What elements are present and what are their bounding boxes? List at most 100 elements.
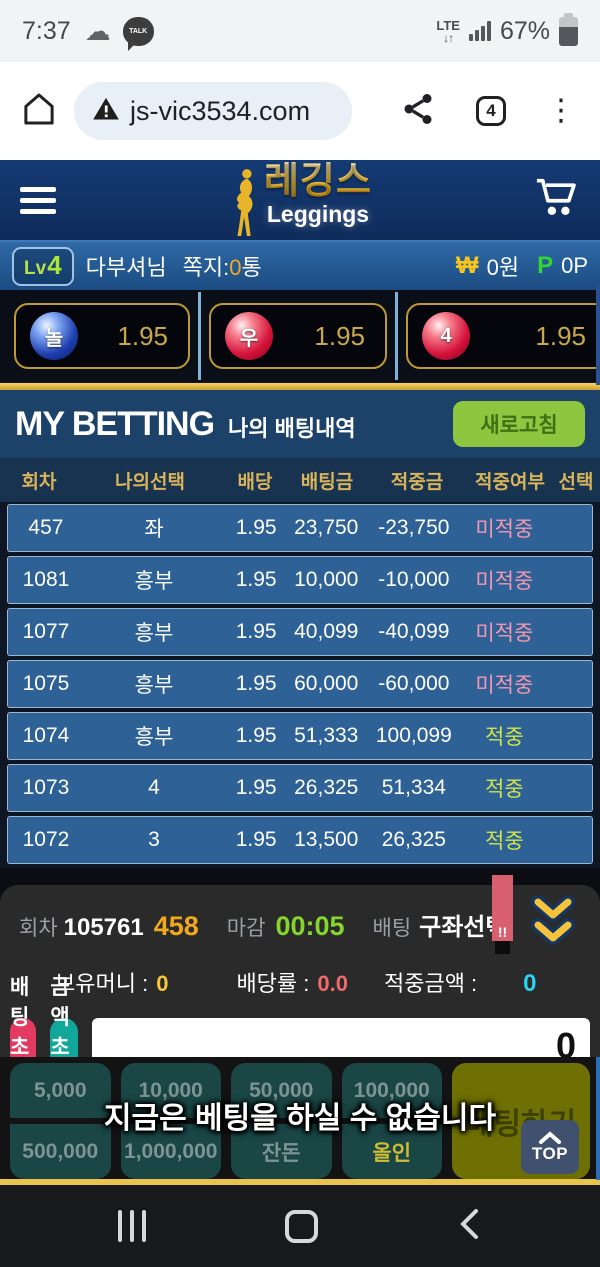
odds-card-4[interactable]: 4 1.95: [406, 303, 600, 369]
browser-toolbar: js-vic3534.com 4 ⋮: [0, 62, 600, 160]
hit-amount-label: 적중금액 :: [383, 971, 478, 996]
col-win: 적중금: [390, 471, 444, 493]
browser-menu-icon[interactable]: ⋮: [546, 94, 576, 127]
clock: 7:37: [22, 16, 71, 45]
cell-pick: 4: [148, 776, 160, 799]
money-button-change[interactable]: 잔돈: [231, 1124, 332, 1179]
point-balance: 0P: [561, 253, 588, 278]
cell-bet: 10,000: [294, 568, 359, 591]
won-symbol: ₩: [455, 252, 479, 279]
security-warning-icon: [92, 95, 120, 128]
username: 다부셔님: [85, 255, 167, 280]
url-text: js-vic3534.com: [130, 95, 311, 126]
home-icon[interactable]: [18, 88, 60, 135]
cell-round: 1073: [22, 776, 70, 799]
network-arrows: ↓↑: [443, 30, 454, 45]
rate-value: 0.0: [317, 971, 348, 996]
blue-ball-icon: 놀: [30, 312, 78, 360]
user-bar: Lv 4 다부셔님 쪽지:0통 ₩ 0원 P 0P: [0, 240, 600, 290]
point-symbol: P: [537, 252, 554, 279]
money-button-5000[interactable]: 5,000: [10, 1063, 111, 1118]
divider: [0, 868, 600, 885]
cell-pick: 3: [148, 828, 160, 851]
table-header: 회차 나의선택 배당 배팅금 적중금 적중여부 선택: [0, 458, 600, 502]
money-button-50000[interactable]: 50,000: [231, 1063, 332, 1118]
scroll-top-button[interactable]: TOP: [521, 1120, 579, 1174]
site-logo[interactable]: 레깅스 Leggings: [228, 162, 372, 245]
cart-icon[interactable]: [534, 177, 580, 224]
share-icon[interactable]: [400, 91, 436, 132]
table-row: 1074 흥부 1.95 51,333 100,099 적중: [8, 713, 592, 759]
battery-percent: 67%: [499, 16, 550, 45]
recents-icon[interactable]: [118, 1210, 146, 1242]
money-button-500000[interactable]: 500,000: [10, 1124, 111, 1179]
cell-pick: 흥부: [134, 726, 174, 749]
back-icon[interactable]: [456, 1206, 482, 1247]
cell-odds: 1.95: [235, 516, 277, 539]
betting-table-body: 457 좌 1.95 23,750 -23,750 미적중 1081 흥부 1.…: [0, 502, 600, 868]
divider: [395, 292, 398, 380]
toast-message: 지금은 베팅을 하실 수 없습니다: [103, 1102, 497, 1135]
odds-value: 1.95: [314, 320, 365, 351]
round-sub: 458: [153, 911, 199, 941]
cell-odds: 1.95: [235, 828, 277, 851]
cell-win: 100,099: [375, 724, 452, 747]
scrollbar[interactable]: [596, 285, 600, 385]
money-button-100000[interactable]: 100,000: [341, 1063, 442, 1118]
col-odds: 배당: [237, 471, 273, 493]
money-label: 보유머니 :: [55, 971, 149, 996]
network-type: LTE: [436, 17, 460, 33]
menu-icon[interactable]: [20, 186, 56, 214]
section-subtitle: 나의 배팅내역: [228, 416, 356, 441]
table-row: 1073 4 1.95 26,325 51,334 적중: [8, 765, 592, 811]
cell-result: 미적중: [475, 674, 534, 697]
weather-cloud-icon: ☁: [84, 16, 111, 46]
scrollbar[interactable]: [596, 1057, 600, 1180]
kakaotalk-notification-icon: TALK: [122, 16, 154, 51]
cell-win: -60,000: [378, 672, 450, 695]
odds-value: 1.95: [535, 320, 586, 351]
money-value: 0: [156, 971, 169, 996]
android-nav-bar: [0, 1185, 600, 1267]
betting-label: 배팅: [372, 917, 412, 940]
money-button-allin[interactable]: 올인: [341, 1124, 442, 1179]
col-pick: 나의선택: [115, 471, 185, 493]
alert-ribbon-icon: !!: [492, 875, 513, 954]
divider: [198, 292, 201, 380]
cell-odds: 1.95: [235, 568, 277, 591]
money-button-10000[interactable]: 10,000: [120, 1063, 221, 1118]
cell-win: -10,000: [378, 568, 450, 591]
logo-figure-icon: [228, 166, 260, 245]
url-bar[interactable]: js-vic3534.com: [74, 82, 352, 140]
signal-strength-icon: [468, 21, 491, 41]
android-home-icon[interactable]: [284, 1209, 318, 1243]
site-header: 레깅스 Leggings: [0, 160, 600, 240]
cell-result: 미적중: [475, 622, 534, 645]
deadline-timer: 00:05: [275, 911, 345, 941]
cell-win: 26,325: [381, 828, 446, 851]
cell-result: 미적중: [475, 518, 534, 541]
odds-card-nol[interactable]: 놀 1.95: [14, 303, 190, 369]
hit-amount-value: 0: [523, 970, 537, 997]
chevron-double-down-icon[interactable]: [530, 895, 576, 954]
tab-counter[interactable]: 4: [476, 96, 506, 126]
cell-odds: 1.95: [235, 776, 277, 799]
cell-odds: 1.95: [235, 724, 277, 747]
col-select: 선택: [558, 471, 594, 493]
cell-result: 적중: [485, 778, 524, 801]
logo-english: Leggings: [266, 201, 370, 227]
cell-round: 1072: [22, 828, 70, 851]
odds-row: 놀 1.95 우 1.95 4 1.95: [0, 290, 600, 382]
cell-round: 1077: [22, 620, 70, 643]
odds-card-woo[interactable]: 우 1.95: [209, 303, 387, 369]
top-label: TOP: [531, 1143, 569, 1163]
cell-bet: 23,750: [294, 516, 359, 539]
money-button-1000000[interactable]: 1,000,000: [120, 1124, 221, 1179]
refresh-button[interactable]: 새로고침: [453, 401, 585, 447]
mail-count[interactable]: 쪽지:0통: [183, 250, 262, 282]
cell-round: 1074: [22, 724, 70, 747]
lte-indicator-icon: LTE ↓↑: [436, 19, 460, 44]
level-label: Lv: [24, 257, 47, 279]
cell-bet: 13,500: [294, 828, 359, 851]
